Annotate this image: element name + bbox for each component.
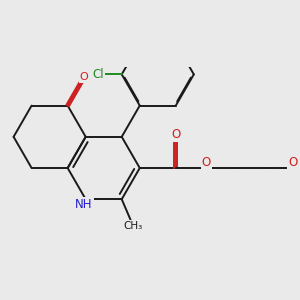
Text: Cl: Cl [92, 68, 104, 81]
Text: O: O [171, 128, 180, 141]
Text: NH: NH [75, 198, 93, 211]
Text: O: O [80, 73, 88, 82]
Text: O: O [288, 157, 298, 169]
Text: CH₃: CH₃ [124, 221, 143, 231]
Text: O: O [202, 157, 211, 169]
